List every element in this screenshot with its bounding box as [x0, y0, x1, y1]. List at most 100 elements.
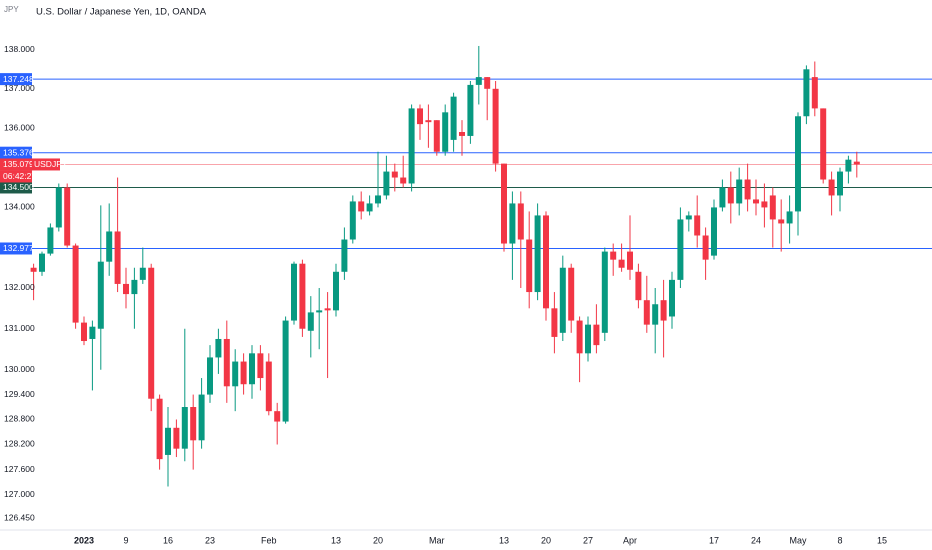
x-tick-label: 27 — [583, 535, 593, 545]
y-tick-label: 136.000 — [4, 122, 35, 132]
candle-body — [207, 357, 213, 395]
y-tick-label: 131.000 — [4, 323, 35, 333]
candle-body — [853, 161, 860, 165]
candle-body — [685, 215, 692, 220]
y-tick-label: 130.000 — [4, 364, 35, 374]
y-tick-label: 126.450 — [4, 512, 35, 522]
candle-body — [601, 251, 608, 333]
x-tick-label: 9 — [123, 535, 128, 545]
candle-body — [568, 267, 575, 321]
x-tick-label: 20 — [373, 535, 383, 545]
x-tick-label: 2023 — [74, 535, 94, 545]
x-tick-label: 24 — [751, 535, 761, 545]
candle-body — [181, 407, 188, 449]
candle-body — [551, 308, 558, 337]
plot-area — [30, 45, 932, 487]
x-tick-label: Apr — [623, 535, 637, 545]
candle-body — [47, 227, 54, 254]
countdown-label: 06:42:27 — [3, 171, 36, 181]
candle-body — [173, 427, 180, 449]
candle-body — [702, 235, 709, 260]
candle-body — [727, 187, 734, 204]
candle-body — [492, 88, 499, 164]
candle-body — [627, 251, 633, 270]
candle-body — [669, 279, 675, 317]
candle-body — [64, 187, 71, 246]
candle-body — [585, 324, 591, 354]
x-tick-label: 13 — [499, 535, 509, 545]
candle-body — [274, 411, 281, 422]
candle-body — [358, 201, 365, 212]
currency-label: JPY — [4, 5, 19, 14]
candle-body — [442, 112, 449, 152]
candle-body — [400, 177, 407, 184]
level-label-box — [0, 73, 32, 86]
candle-body — [618, 259, 625, 268]
candle-body — [375, 195, 381, 204]
level-label: 135.376 — [3, 147, 34, 157]
chart-title: U.S. Dollar / Japanese Yen, 1D, OANDA — [36, 7, 207, 18]
candle-body — [433, 120, 440, 152]
candle-body — [215, 338, 222, 358]
candle-body — [484, 77, 491, 89]
x-tick-label: 15 — [877, 535, 887, 545]
candle-body — [316, 310, 323, 313]
level-label: 137.248 — [3, 74, 34, 84]
x-tick-label: 13 — [331, 535, 341, 545]
x-tick-label: Feb — [261, 535, 277, 545]
candle-body — [55, 187, 62, 228]
y-tick-label: 137.000 — [4, 83, 35, 93]
candle-body — [820, 108, 827, 180]
candle-body — [408, 108, 415, 184]
candle-body — [307, 312, 314, 331]
candle-body — [576, 320, 583, 354]
y-tick-label: 134.000 — [4, 202, 35, 212]
candle-body — [795, 116, 801, 212]
candle-body — [349, 201, 356, 240]
x-tick-label: Mar — [429, 535, 445, 545]
candle-body — [106, 231, 113, 262]
candle-body — [811, 77, 818, 109]
candle-body — [778, 219, 785, 224]
candle-body — [240, 361, 247, 385]
y-tick-label: 138.000 — [4, 44, 35, 54]
level-label-box — [0, 181, 32, 194]
candle-body — [559, 267, 566, 333]
x-tick-label: 8 — [837, 535, 842, 545]
candle-body — [719, 187, 726, 208]
y-tick-label: 127.600 — [4, 464, 35, 474]
candle-body — [450, 96, 457, 140]
candle-body — [845, 159, 852, 172]
candle-body — [769, 195, 776, 220]
candle-body — [123, 283, 129, 295]
level-label-box — [0, 146, 32, 159]
candle-body — [97, 261, 104, 329]
symbol-box — [32, 158, 60, 171]
candle-body — [610, 251, 617, 260]
candle-body — [223, 338, 230, 387]
last-price-label-box — [0, 158, 32, 171]
candle-body — [711, 207, 717, 256]
candle-body — [72, 245, 79, 323]
candle-body — [517, 203, 524, 240]
last-price-label: 135.079 — [3, 159, 34, 169]
y-tick-label: 132.000 — [4, 282, 35, 292]
candle-body — [593, 324, 600, 346]
candle-body — [383, 171, 390, 196]
y-tick-label: 128.200 — [4, 439, 35, 449]
x-tick-label: 20 — [541, 535, 551, 545]
candle-body — [736, 179, 743, 204]
candle-body — [291, 263, 297, 321]
candle-body — [635, 271, 642, 301]
candle-body — [543, 215, 549, 309]
candle-body — [459, 132, 465, 136]
candle-body — [257, 353, 264, 379]
candle-body — [467, 84, 474, 136]
candle-body — [761, 201, 768, 208]
level-label: 134.500 — [3, 182, 34, 192]
candle-body — [232, 361, 239, 387]
candle-body — [652, 304, 659, 325]
candle-body — [89, 326, 96, 339]
